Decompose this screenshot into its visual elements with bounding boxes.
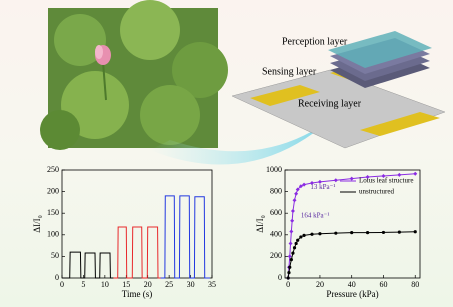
y-tick-label: 150 [47,208,59,217]
marker [318,232,321,235]
x-tick-label: 20 [316,280,324,289]
x-tick-label: 40 [348,280,356,289]
marker [296,239,299,242]
x-tick-label: 35 [208,280,216,289]
marker [302,234,305,237]
y-tick-label: 800 [270,186,282,195]
marker [287,276,290,279]
y-tick-label: 1000 [266,165,282,174]
marker [287,271,290,274]
x-tick-label: 20 [144,280,152,289]
marker [299,235,302,238]
x-tick-label: 0 [60,280,64,289]
marker [290,258,293,261]
y-tick-label: 400 [270,230,282,239]
y-axis-label: ΔI/I₀ [32,215,42,232]
lotus-photo [40,0,228,150]
annotation: 164 kPa⁻¹ [301,212,330,220]
marker [334,232,337,235]
marker [310,233,313,236]
marker [382,231,385,234]
y-tick-label: 600 [270,208,282,217]
schematic-label: Perception layer [282,36,348,47]
y-tick-label: 200 [270,251,282,260]
marker [288,266,291,269]
y-tick-label: 100 [47,230,59,239]
figure: Perception layer Sensing layer Receiving… [0,0,453,307]
marker [414,230,417,233]
x-tick-label: 30 [187,280,195,289]
marker [366,231,369,234]
x-tick-label: 10 [101,280,109,289]
x-tick-label: 5 [81,280,85,289]
x-tick-label: 60 [379,280,387,289]
schematic-label: Receiving layer [298,98,362,109]
x-tick-label: 80 [411,280,419,289]
marker [291,252,294,255]
legend-label: Lotus leaf structure [359,177,413,185]
y-tick-label: 250 [47,165,59,174]
marker [350,231,353,234]
marker [398,231,401,234]
x-tick-label: 0 [286,280,290,289]
page: Perception layer Sensing layer Receiving… [0,0,453,307]
y-axis-label: ΔI/I₀ [255,215,265,232]
x-tick-label: 15 [122,280,130,289]
marker [293,246,296,249]
x-axis-label: Pressure (kPa) [326,289,378,299]
schematic-label: Sensing layer [262,66,317,77]
x-tick-label: 25 [165,280,173,289]
y-tick-label: 50 [51,251,59,260]
legend-label: unstructured [359,188,394,196]
annotation: 13 kPa⁻¹ [310,183,335,191]
x-axis-label: Time (s) [122,289,152,299]
marker [295,242,298,245]
y-tick-label: 0 [55,273,59,282]
y-tick-label: 0 [278,273,282,282]
y-tick-label: 200 [47,186,59,195]
